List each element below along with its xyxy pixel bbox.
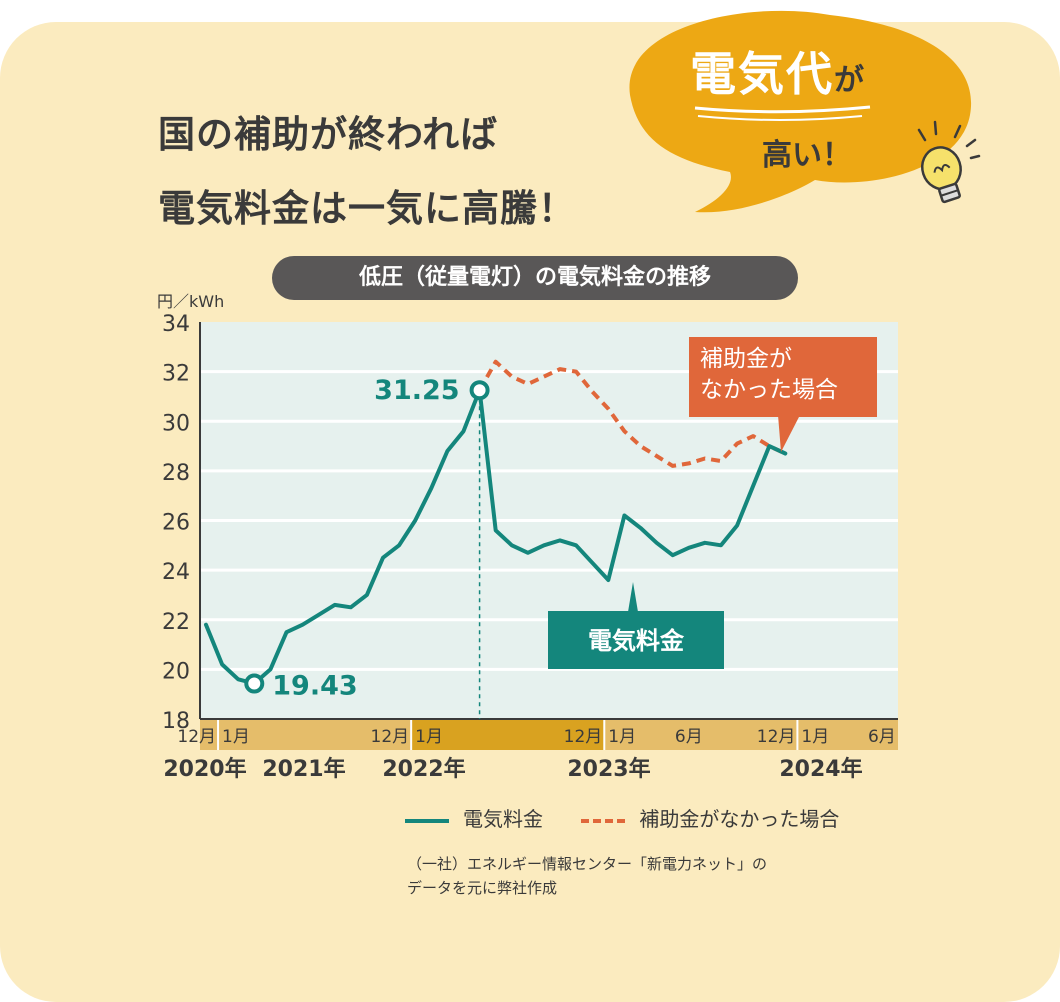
x-month-label: 12月 — [564, 727, 603, 747]
month-band-segment — [218, 720, 412, 750]
source-line-2: データを元に弊社作成 — [407, 879, 558, 897]
callout-label-no-subsidy: 補助金が — [700, 346, 792, 372]
y-tick-label: 18 — [162, 709, 190, 734]
x-month-label: 1月 — [608, 727, 636, 747]
y-tick-label: 26 — [162, 511, 190, 536]
y-tick-label: 34 — [162, 312, 190, 337]
legend-swatch-dashed — [581, 818, 626, 823]
legend: 電気料金 補助金がなかった場合 — [405, 803, 871, 832]
source-line-1: （一社）エネルギー情報センター「新電力ネット」の — [407, 855, 768, 873]
x-year-label: 2020年 — [163, 756, 246, 782]
series-line-electricity — [204, 388, 788, 686]
callout-pointer-electricity — [628, 582, 638, 612]
callout-label-electricity: 電気料金 — [588, 627, 685, 655]
bubble-main-text: 電気代が — [690, 47, 864, 101]
callout-pointer-no-subsidy — [778, 415, 800, 452]
x-year-label: 2021年 — [262, 756, 345, 782]
annotation-marker — [469, 380, 490, 401]
headline: 国の補助が終われば 電気料金は一気に高騰！ — [158, 98, 576, 246]
x-month-label: 12月 — [757, 727, 796, 747]
headline-line-2: 電気料金は一気に高騰！ — [158, 187, 576, 230]
x-year-label: 2022年 — [382, 756, 465, 782]
y-axis-unit: 円／kWh — [157, 292, 225, 311]
legend-label-electricity: 電気料金 — [463, 807, 543, 831]
legend-label-no-subsidy: 補助金がなかった場合 — [639, 807, 840, 831]
month-band-segment — [200, 720, 219, 750]
source-note: （一社）エネルギー情報センター「新電力ネット」の データを元に弊社作成 — [407, 852, 767, 900]
x-year-label: 2024年 — [779, 756, 862, 782]
month-band-segment — [604, 720, 798, 750]
x-month-label: 12月 — [177, 727, 216, 747]
annotation-marker — [244, 673, 265, 694]
x-month-label: 6月 — [675, 727, 703, 747]
headline-line-1: 国の補助が終われば — [158, 113, 499, 156]
series-line-no-subsidy — [477, 359, 787, 468]
legend-item-no-subsidy: 補助金がなかった場合 — [581, 803, 839, 832]
y-tick-label: 20 — [162, 659, 190, 684]
annotation-label: 19.43 — [272, 671, 357, 702]
bubble-sub-text: 高い！ — [762, 138, 852, 173]
x-month-label: 1月 — [801, 727, 829, 747]
x-year-label: 2023年 — [567, 756, 650, 782]
x-month-label: 6月 — [868, 727, 896, 747]
y-tick-label: 30 — [162, 411, 190, 436]
annotation-label: 31.25 — [374, 375, 459, 406]
y-tick-label: 32 — [162, 362, 190, 387]
y-tick-label: 24 — [162, 560, 190, 585]
bubble-particle: が — [834, 63, 864, 98]
x-month-label: 1月 — [415, 727, 443, 747]
chart-title: 低圧（従量電灯）の電気料金の推移 — [272, 256, 798, 300]
month-band-segment — [797, 720, 898, 750]
y-tick-label: 22 — [162, 610, 190, 635]
speech-bubble — [629, 10, 972, 213]
y-tick-label: 28 — [162, 461, 190, 486]
legend-item-electricity: 電気料金 — [405, 803, 543, 832]
legend-swatch-solid — [405, 818, 449, 823]
light-bulb-icon — [917, 120, 981, 204]
callout-box-electricity — [548, 611, 724, 669]
x-month-label: 1月 — [222, 727, 250, 747]
callout-box-no-subsidy — [689, 337, 877, 417]
month-band-segment — [411, 720, 605, 750]
x-month-label: 12月 — [371, 727, 410, 747]
callout-label-no-subsidy: なかった場合 — [700, 377, 838, 403]
